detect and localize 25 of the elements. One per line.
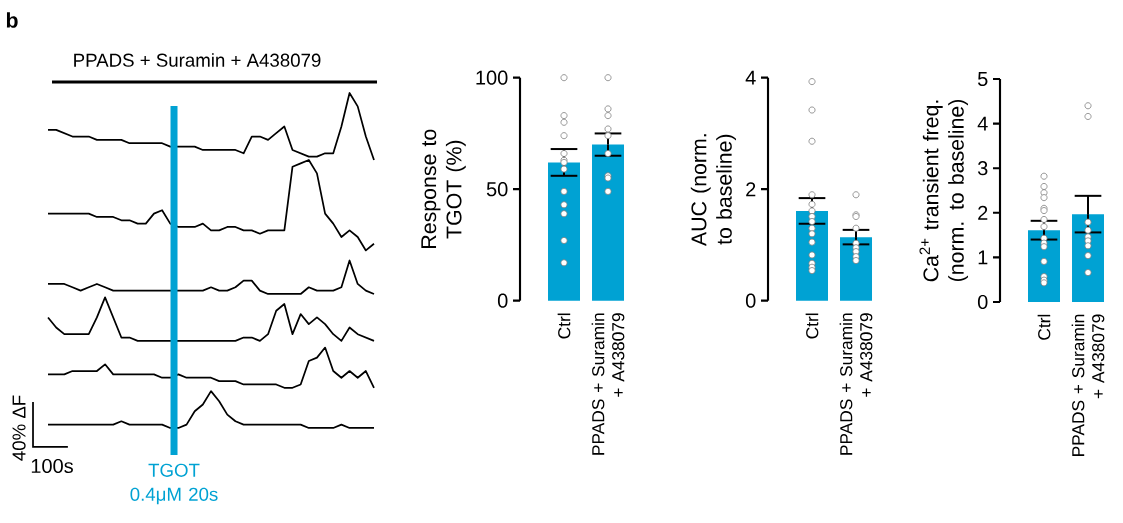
y-tick-label: 2 [978, 205, 988, 220]
y-axis-title: AUC (norm. to baseline) [690, 134, 737, 247]
x-tick-label: Ctrl [1037, 314, 1051, 340]
x-tick-label: Ctrl [805, 313, 819, 339]
text: 100s [31, 458, 73, 474]
y-tick-label: 1 [978, 250, 988, 265]
y-tick-label: 5 [977, 72, 988, 86]
text: b [6, 12, 18, 28]
x-tick-label: PPADS + Suramin + A438079 [1071, 314, 1105, 456]
text: TGOT 0.4μM 20s [130, 463, 218, 505]
y-tick-label: 50 [486, 182, 508, 197]
text: 40% ΔF [12, 395, 26, 461]
x-tick-label: PPADS + Suramin + A438079 [839, 313, 873, 455]
y-tick-label: 0 [977, 294, 988, 310]
y-tick-label: 100 [476, 70, 508, 85]
x-tick-label: Ctrl [557, 313, 571, 339]
y-tick-label: 4 [977, 116, 988, 131]
text: PPADS + Suramin + A438079 [74, 53, 321, 67]
y-tick-label: 3 [977, 161, 988, 176]
y-tick-label: 2 [746, 182, 756, 197]
y-tick-label: 0 [745, 293, 756, 308]
y-tick-label: 4 [745, 70, 756, 85]
y-tick-label: 0 [497, 293, 508, 308]
y-axis-title: Response to TGOT (%) [421, 129, 466, 248]
x-tick-label: PPADS + Suramin + A438079 [591, 313, 625, 455]
